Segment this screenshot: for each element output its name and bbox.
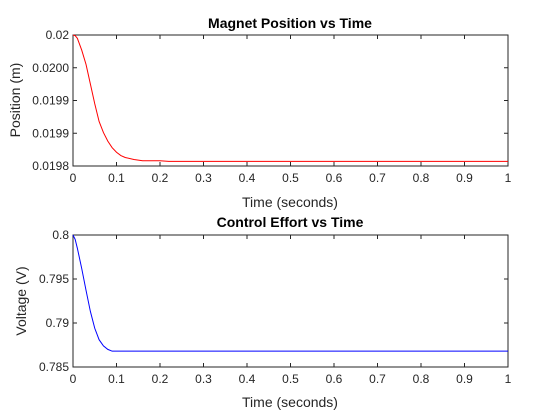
position-x-tick-label: 0.4 [239, 171, 256, 185]
voltage-y-axis-label: Voltage (V) [13, 266, 29, 335]
voltage-x-ticks: 0 0.1 0.2 0.3 0.4 0.5 0.6 0.7 0.8 0.9 1 [70, 235, 512, 386]
position-x-axis-label: Time (seconds) [242, 194, 338, 210]
voltage-y-tick-label: 0.785 [39, 360, 69, 374]
position-chart-title: Magnet Position vs Time [208, 15, 372, 31]
position-x-ticks: 0 0.1 0.2 0.3 0.4 0.5 0.6 0.7 0.8 0.9 1 [70, 35, 512, 185]
voltage-x-tick-label: 0.5 [282, 372, 299, 386]
position-x-tick-label: 0.9 [456, 171, 473, 185]
voltage-x-axis-label: Time (seconds) [242, 394, 338, 410]
voltage-plot-area [72, 234, 509, 368]
voltage-x-tick-label: 0.3 [195, 372, 212, 386]
voltage-x-tick-label: 0.9 [456, 372, 473, 386]
voltage-chart-title: Control Effort vs Time [217, 214, 364, 230]
position-y-tick-label: 0.0199 [32, 126, 69, 140]
position-x-tick-label: 1 [505, 171, 512, 185]
voltage-x-tick-label: 0.8 [413, 372, 430, 386]
position-x-tick-label: 0.7 [369, 171, 386, 185]
position-series-line [72, 34, 508, 162]
position-chart: 0 0.1 0.2 0.3 0.4 0.5 0.6 0.7 0.8 0.9 1 0.01980.01… [7, 15, 512, 210]
position-x-tick-label: 0 [70, 171, 77, 185]
voltage-x-tick-label: 0.4 [239, 372, 256, 386]
voltage-x-tick-label: 0.1 [108, 372, 125, 386]
voltage-y-tick-label: 0.79 [46, 316, 70, 330]
voltage-series-line [72, 234, 508, 352]
position-y-axis-label: Position (m) [7, 63, 23, 138]
position-x-tick-label: 0.5 [282, 171, 299, 185]
position-x-tick-label: 0.6 [326, 171, 343, 185]
position-y-ticks: 0.0198 0.0199 0.0199 0.0200 0.02 [32, 28, 508, 173]
voltage-x-tick-label: 0.7 [369, 372, 386, 386]
position-y-tick-label: 0.0199 [32, 94, 69, 108]
position-x-tick-label: 0.3 [195, 171, 212, 185]
position-x-tick-label: 0.1 [108, 171, 125, 185]
voltage-y-tick-label: 0.8 [52, 228, 69, 242]
position-x-tick-label: 0.2 [152, 171, 169, 185]
position-plot-area [72, 34, 509, 167]
voltage-x-tick-label: 0 [70, 372, 77, 386]
position-y-tick-label: 0.0198 [32, 159, 69, 173]
voltage-chart: 0 0.1 0.2 0.3 0.4 0.5 0.6 0.7 0.8 0.9 1 0.7850.790… [13, 214, 512, 410]
position-y-tick-label: 0.02 [46, 28, 70, 42]
voltage-x-tick-label: 0.6 [326, 372, 343, 386]
voltage-y-tick-label: 0.795 [39, 272, 69, 286]
position-x-tick-label: 0.8 [413, 171, 430, 185]
position-y-tick-label: 0.0200 [32, 61, 69, 75]
voltage-x-tick-label: 1 [505, 372, 512, 386]
voltage-x-tick-label: 0.2 [152, 372, 169, 386]
voltage-y-ticks: 0.785 0.79 0.795 0.8 [39, 228, 508, 374]
